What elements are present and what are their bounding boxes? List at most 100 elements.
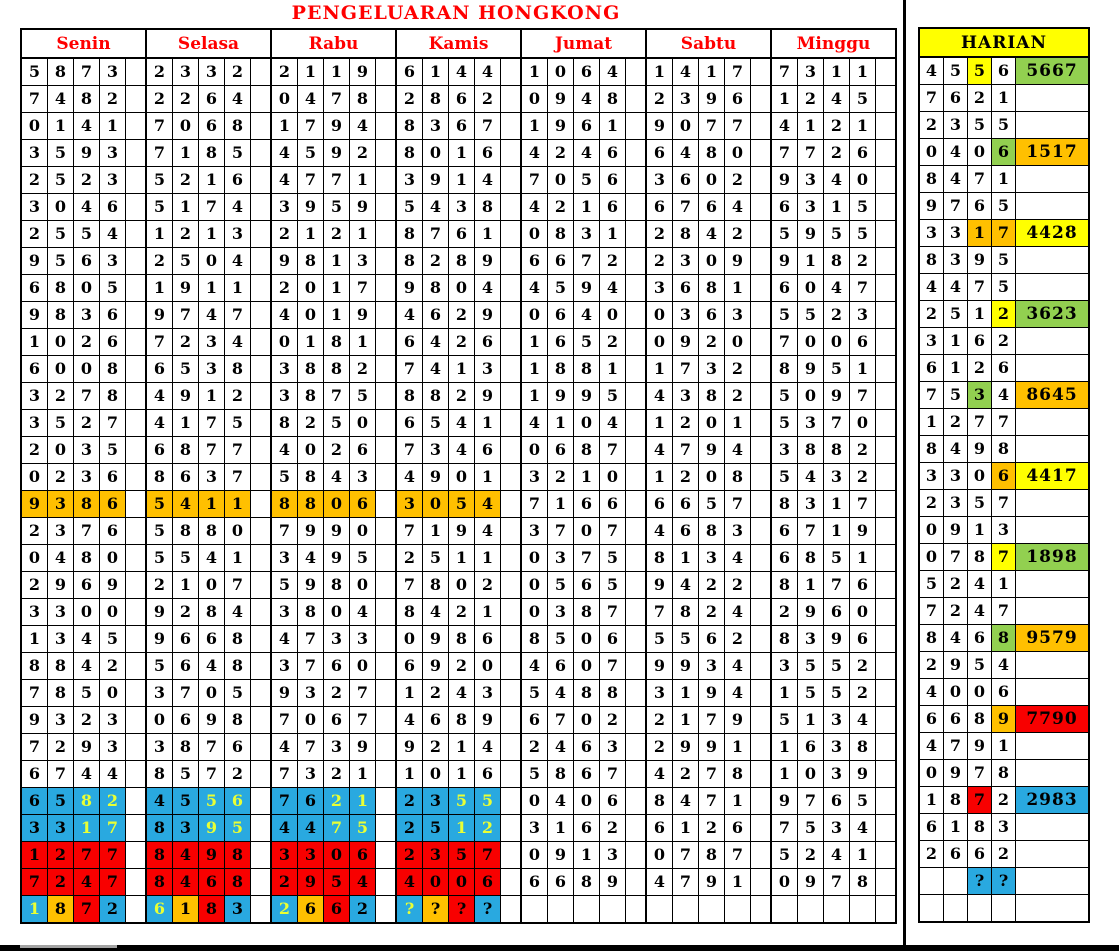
digit-cell: 9 — [797, 868, 824, 896]
harian-digit-cell: 9 — [918, 192, 944, 220]
digit-cell: 0 — [47, 436, 74, 464]
digit-cell: 3 — [823, 814, 850, 842]
harian-digit-cell: 9 — [943, 651, 968, 679]
digit-cell: 7 — [797, 787, 824, 815]
harian-digit-cell: 3 — [918, 219, 944, 247]
spacer-cell — [500, 328, 522, 356]
digit-cell: 1 — [20, 625, 48, 653]
digit-cell: 1 — [198, 166, 225, 194]
harian-digit-cell: 6 — [918, 813, 944, 841]
digit-cell: 5 — [797, 301, 824, 329]
digit-cell: 3 — [99, 733, 126, 761]
digit-cell: 8 — [224, 652, 251, 680]
digit-cell: 3 — [797, 625, 824, 653]
spacer-cell — [375, 463, 397, 491]
digit-cell: 9 — [145, 625, 173, 653]
spacer-cell — [375, 436, 397, 464]
digit-cell: 3 — [797, 490, 824, 518]
harian-digit-cell: 5 — [967, 56, 992, 85]
digit-cell: 3 — [395, 490, 423, 518]
harian-digit-cell: 8 — [918, 624, 944, 652]
digit-cell: 8 — [672, 220, 699, 248]
digit-cell: 2 — [474, 571, 501, 599]
digit-cell: 0 — [797, 328, 824, 356]
spacer-cell — [125, 733, 147, 761]
digit-cell: 7 — [698, 112, 725, 140]
spacer-cell — [500, 274, 522, 302]
digit-cell: 2 — [422, 733, 449, 761]
digit-cell: 1 — [770, 733, 798, 761]
digit-cell: 5 — [270, 463, 298, 491]
digit-cell: 0 — [573, 409, 600, 437]
digit-cell: 3 — [547, 598, 574, 626]
digit-cell: 7 — [823, 409, 850, 437]
spacer-cell — [250, 112, 272, 140]
digit-cell: 0 — [520, 544, 548, 572]
digit-cell: 4 — [270, 733, 298, 761]
digit-cell: 8 — [270, 490, 298, 518]
digit-cell: 6 — [849, 328, 876, 356]
digit-cell: 1 — [448, 166, 475, 194]
digit-cell: 2 — [724, 355, 751, 383]
digit-cell: 5 — [145, 652, 173, 680]
digit-cell: 5 — [823, 355, 850, 383]
digit-cell: 4 — [349, 868, 376, 896]
digit-cell: 7 — [99, 841, 126, 869]
digit-cell: 3 — [422, 841, 449, 869]
digit-cell: 7 — [145, 139, 173, 167]
digit-cell: 0 — [573, 706, 600, 734]
harian-digit-cell: 0 — [918, 543, 944, 571]
digit-cell: 2 — [172, 328, 199, 356]
spacer-cell — [875, 787, 897, 815]
spacer-cell — [625, 625, 647, 653]
spacer-cell — [250, 895, 272, 924]
spacer-cell — [125, 895, 147, 924]
digit-cell: 4 — [547, 679, 574, 707]
digit-cell: 6 — [770, 274, 798, 302]
digit-cell: 6 — [599, 625, 626, 653]
spacer-cell — [250, 490, 272, 518]
spacer-cell — [625, 328, 647, 356]
digit-cell: 7 — [520, 490, 548, 518]
digit-cell: 9 — [172, 274, 199, 302]
harian-digit-cell: 5 — [967, 651, 992, 679]
digit-cell: 1 — [349, 328, 376, 356]
spacer-cell — [625, 787, 647, 815]
harian-digit-cell: 2 — [991, 327, 1016, 355]
digit-cell: 6 — [672, 490, 699, 518]
digit-cell — [599, 895, 626, 924]
digit-cell: 1 — [323, 57, 350, 86]
spacer-cell — [750, 733, 772, 761]
digit-cell: 7 — [672, 868, 699, 896]
digit-cell: 5 — [47, 247, 74, 275]
spacer-cell — [625, 274, 647, 302]
harian-digit-cell — [918, 867, 944, 895]
digit-cell: 5 — [99, 274, 126, 302]
digit-cell: 9 — [422, 166, 449, 194]
spacer-cell — [750, 517, 772, 545]
digit-cell: 0 — [448, 571, 475, 599]
harian-digit-cell: 5 — [967, 489, 992, 517]
digit-cell: 9 — [698, 85, 725, 113]
digit-cell: 8 — [797, 436, 824, 464]
spacer-cell — [750, 382, 772, 410]
digit-cell: 8 — [297, 463, 324, 491]
digit-cell: 6 — [520, 868, 548, 896]
digit-cell: 1 — [599, 220, 626, 248]
